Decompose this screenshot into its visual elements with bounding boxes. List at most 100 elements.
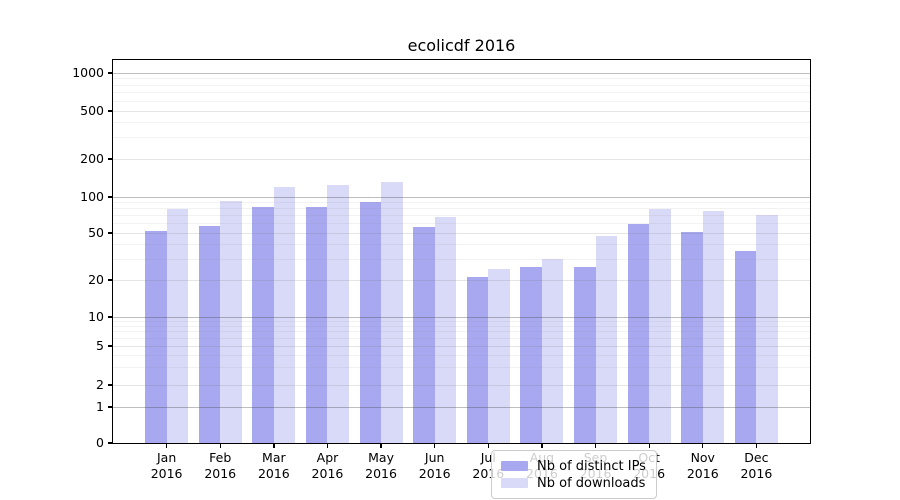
- x-tick-label-mar: Mar 2016: [257, 450, 290, 481]
- y-tick-label-500: 500: [80, 103, 104, 118]
- bar-downloads-oct: [649, 209, 671, 443]
- bar-downloads-mar: [273, 187, 296, 443]
- bar-downloads-jan: [166, 209, 189, 443]
- y-tick-label-200: 200: [80, 151, 104, 166]
- x-tick-mark-jun: [434, 443, 436, 448]
- y-tick-label-20: 20: [88, 272, 104, 287]
- y-tick-mark-1: [108, 406, 113, 408]
- gridline-2: [113, 384, 810, 386]
- gridline-major-100: [113, 196, 810, 198]
- legend-label-downloads: Nb of downloads: [537, 475, 646, 491]
- gridline-50: [113, 232, 810, 234]
- bar-ips-apr: [305, 206, 328, 443]
- gridline-minor-90: [113, 201, 810, 203]
- bar-ips-oct: [627, 224, 650, 443]
- gridline-major-10: [113, 316, 810, 318]
- bar-downloads-jun: [434, 217, 457, 443]
- gridline-minor-400: [113, 122, 810, 124]
- gridline-minor-70: [113, 215, 810, 217]
- legend-label-distinct-ips: Nb of distinct IPs: [537, 458, 646, 474]
- x-tick-mark-may: [380, 443, 382, 448]
- y-tick-mark-100: [108, 196, 113, 198]
- y-tick-label-10: 10: [88, 309, 104, 324]
- bar-downloads-apr: [327, 184, 349, 443]
- x-tick-label-jan: Jan 2016: [150, 450, 183, 481]
- y-tick-mark-10: [108, 316, 113, 318]
- y-tick-mark-0: [108, 442, 113, 444]
- bar-downloads-feb: [220, 200, 242, 443]
- gridline-minor-60: [113, 223, 810, 225]
- gridline-5: [113, 345, 810, 347]
- gridline-minor-3: [113, 367, 810, 369]
- y-tick-label-1: 1: [96, 399, 104, 414]
- legend-row-downloads: Nb of downloads: [501, 475, 646, 491]
- bar-ips-jul: [466, 277, 489, 443]
- gridline-major-1000: [113, 72, 810, 74]
- gridline-minor-40: [113, 243, 810, 245]
- x-tick-mark-jul: [487, 443, 489, 448]
- legend-row-ips: Nb of distinct IPs: [501, 458, 646, 474]
- gridline-major-1: [113, 406, 810, 408]
- x-tick-mark-mar: [273, 443, 275, 448]
- x-tick-mark-sep: [594, 443, 597, 448]
- bar-downloads-aug: [541, 259, 564, 443]
- y-tick-mark-500: [108, 110, 113, 112]
- bar-ips-nov: [681, 231, 703, 443]
- x-tick-mark-apr: [326, 443, 329, 448]
- x-tick-label-dec: Dec 2016: [740, 450, 773, 481]
- gridline-minor-8: [113, 325, 810, 327]
- y-tick-mark-5: [108, 345, 113, 347]
- x-tick-mark-dec: [755, 443, 758, 448]
- x-tick-label-nov: Nov 2016: [686, 450, 719, 481]
- bar-ips-sep: [574, 266, 596, 443]
- bar-downloads-sep: [595, 236, 618, 443]
- y-tick-mark-1000: [108, 72, 113, 74]
- x-tick-mark-nov: [702, 443, 704, 448]
- legend: Nb of distinct IPs Nb of downloads: [491, 450, 657, 499]
- bar-ips-dec: [734, 251, 757, 443]
- x-tick-mark-oct: [648, 443, 650, 448]
- gridline-minor-9: [113, 320, 810, 322]
- chart-title: ecolicdf 2016: [407, 36, 516, 55]
- gridline-minor-6: [113, 337, 810, 339]
- x-tick-mark-feb: [219, 443, 221, 448]
- gridline-200: [113, 158, 810, 160]
- x-tick-mark-jan: [166, 443, 168, 448]
- x-tick-mark-aug: [541, 443, 543, 448]
- y-tick-mark-50: [108, 232, 113, 234]
- y-tick-mark-200: [108, 158, 113, 160]
- bar-ips-jun: [413, 227, 435, 443]
- y-tick-label-5: 5: [96, 338, 104, 353]
- gridline-500: [113, 110, 810, 112]
- gridline-minor-30: [113, 258, 810, 260]
- bar-downloads-jul: [488, 268, 510, 443]
- legend-swatch-distinct-ips: [501, 461, 528, 471]
- y-tick-label-100: 100: [80, 189, 104, 204]
- x-tick-label-may: May 2016: [365, 450, 397, 481]
- bar-downloads-may: [381, 181, 403, 443]
- bar-ips-jan: [145, 230, 167, 443]
- gridline-20: [113, 279, 810, 281]
- x-tick-label-feb: Feb 2016: [204, 450, 237, 481]
- gridline-minor-700: [113, 92, 810, 94]
- x-tick-label-jun: Jun 2016: [418, 450, 451, 481]
- bar-ips-may: [359, 202, 382, 443]
- y-tick-mark-2: [108, 384, 113, 386]
- y-tick-label-50: 50: [88, 225, 104, 240]
- y-tick-mark-20: [108, 279, 113, 281]
- legend-swatch-downloads: [501, 478, 528, 488]
- gridline-minor-900: [113, 78, 810, 80]
- bar-downloads-dec: [756, 214, 778, 443]
- y-tick-label-1000: 1000: [72, 65, 104, 80]
- gridline-minor-600: [113, 100, 810, 102]
- y-tick-label-2: 2: [96, 377, 104, 392]
- plot-area: Nb of distinct IPs Nb of downloads: [112, 59, 811, 499]
- gridline-minor-7: [113, 331, 810, 333]
- bar-ips-mar: [252, 206, 274, 443]
- gridline-minor-4: [113, 354, 810, 356]
- bar-downloads-nov: [702, 211, 725, 443]
- y-tick-label-0: 0: [96, 435, 104, 450]
- bar-ips-feb: [198, 226, 221, 443]
- gridline-minor-300: [113, 137, 810, 139]
